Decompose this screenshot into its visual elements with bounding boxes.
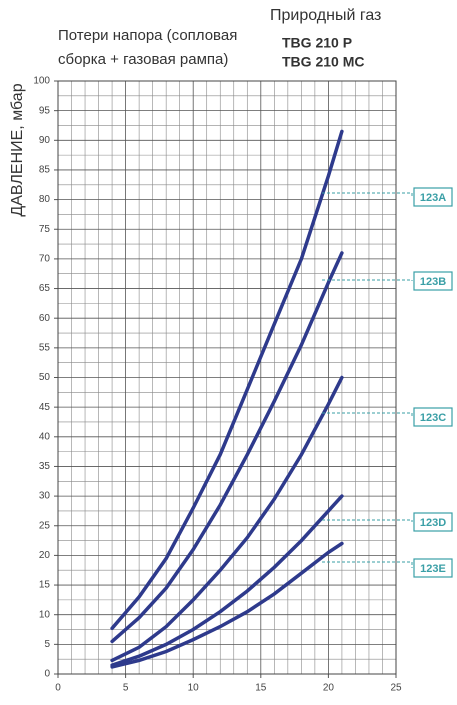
label-box [413,271,453,291]
series-line [110,251,344,644]
y-tick-label: 50 [39,372,51,383]
subtitle: сборка + газовая рампа) [58,51,228,68]
model: TBG 210 P [282,35,352,51]
y-axis-label: ДАВЛЕНИЕ, мбар [9,83,26,216]
label-box [413,558,453,578]
x-tick-label: 25 [390,683,402,694]
leader-line [322,412,413,417]
y-tick-label: 95 [39,105,51,116]
series-line [110,129,344,631]
label-box [413,407,453,427]
y-tick-label: 45 [39,402,51,413]
series-line [110,375,344,663]
model: TBG 210 MC [282,54,364,70]
y-tick-label: 70 [39,254,51,265]
series-line [110,494,344,667]
y-tick-label: 40 [39,431,51,442]
x-tick-label: 10 [188,683,200,694]
subtitle: Потери напора (сопловая [58,27,237,44]
x-tick-label: 20 [323,683,335,694]
y-tick-label: 30 [39,491,51,502]
plot-frame [57,80,397,675]
series-label: 123E [420,563,446,575]
y-tick-label: 0 [44,669,50,680]
y-tick-label: 80 [39,194,51,205]
y-tick-label: 25 [39,520,51,531]
y-tick-label: 15 [39,580,51,591]
y-tick-label: 85 [39,165,51,176]
y-tick-label: 100 [33,76,50,87]
leader-line [322,279,413,281]
y-tick-label: 20 [39,550,51,561]
chart-title: Природный газ [270,7,381,24]
leader-line [322,519,413,522]
y-tick-label: 60 [39,313,51,324]
series-line [110,541,344,669]
label-box [413,187,453,207]
x-tick-label: 0 [55,683,61,694]
y-tick-label: 10 [39,609,51,620]
x-tick-label: 15 [255,683,267,694]
y-tick-label: 65 [39,283,51,294]
label-box [413,512,453,532]
series-label: 123D [420,517,446,529]
y-tick-label: 75 [39,224,51,235]
y-tick-label: 35 [39,461,51,472]
leader-line [322,561,413,568]
y-tick-label: 5 [44,639,50,650]
x-tick-label: 5 [123,683,129,694]
leader-line [322,192,413,197]
y-tick-label: 55 [39,342,51,353]
series-label: 123B [420,276,446,288]
series-label: 123A [420,192,446,204]
y-tick-label: 90 [39,135,51,146]
series-label: 123C [420,412,446,424]
